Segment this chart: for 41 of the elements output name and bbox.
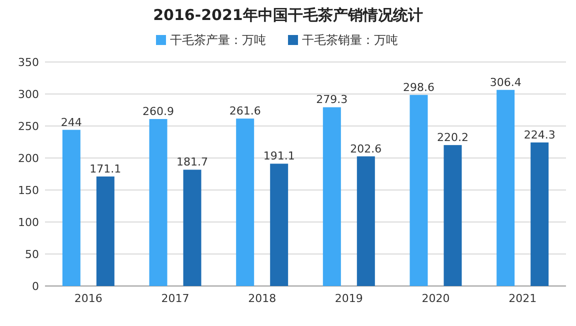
data-label: 202.6 [350, 142, 382, 156]
bar [496, 90, 515, 286]
bar [530, 142, 549, 286]
data-label: 279.3 [316, 93, 348, 106]
bar [236, 118, 254, 286]
bar [183, 170, 202, 286]
x-tick-label: 2017 [161, 292, 190, 305]
x-tick-label: 2019 [334, 292, 363, 305]
bar [356, 156, 375, 286]
bar [149, 119, 168, 286]
data-label: 181.7 [176, 156, 208, 169]
data-label: 260.9 [142, 105, 174, 118]
y-tick-label: 150 [18, 184, 39, 197]
legend-label: 干毛茶产量：万吨 [170, 33, 266, 47]
y-tick-label: 350 [18, 56, 39, 69]
x-tick-label: 2016 [74, 292, 102, 305]
legend-label: 干毛茶销量：万吨 [302, 33, 398, 47]
data-label: 244 [60, 116, 82, 129]
data-label: 298.6 [403, 80, 434, 94]
y-tick-label: 250 [18, 120, 39, 133]
bar [270, 164, 288, 286]
y-tick-label: 0 [32, 280, 39, 293]
data-label: 191.1 [263, 150, 295, 163]
bar [410, 94, 428, 286]
bar [444, 145, 462, 286]
y-tick-label: 300 [18, 88, 39, 101]
bar [322, 107, 341, 286]
bar [62, 130, 80, 286]
data-label: 220.2 [437, 131, 468, 144]
y-tick-label: 200 [18, 152, 39, 165]
data-label: 261.6 [229, 104, 261, 118]
x-tick-label: 2018 [248, 292, 276, 305]
data-label: 224.3 [524, 128, 556, 142]
y-tick-label: 100 [18, 216, 39, 229]
chart-title: 2016-2021年中国干毛茶产销情况统计 [153, 6, 423, 24]
bar [96, 176, 114, 286]
data-label: 306.4 [490, 76, 522, 89]
data-label: 171.1 [90, 162, 122, 176]
x-tick-label: 2020 [422, 292, 450, 305]
x-tick-label: 2021 [508, 292, 537, 305]
y-tick-label: 50 [25, 248, 39, 261]
